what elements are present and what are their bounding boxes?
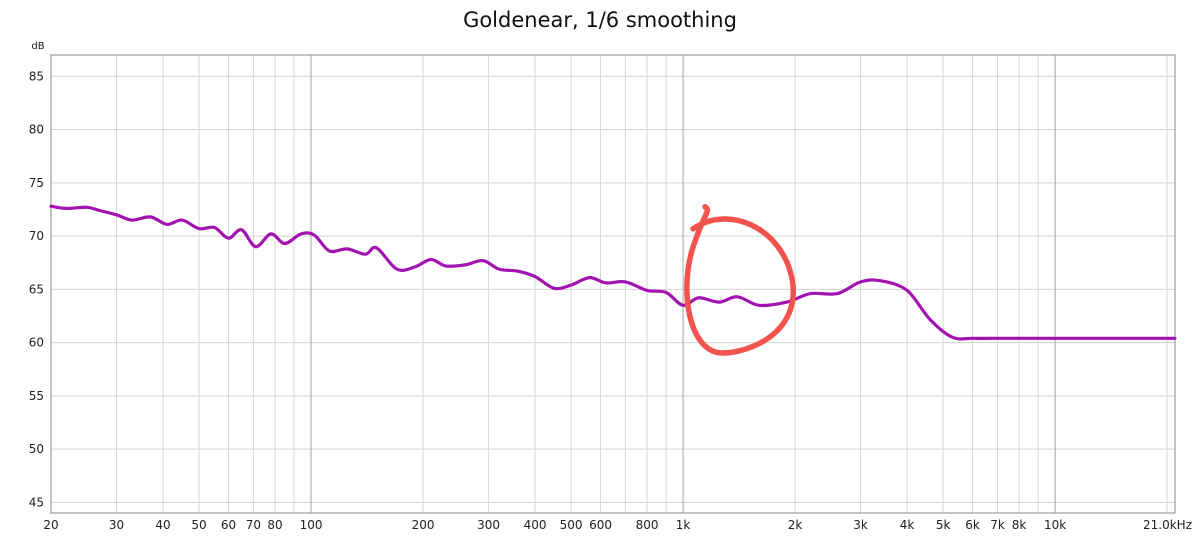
x-tick-label: 1k [676, 518, 691, 532]
hand-drawn-circle-annotation [684, 204, 796, 356]
x-tick-label: 4k [900, 518, 915, 532]
x-tick-label: 50 [191, 518, 206, 532]
x-tick-label: 40 [155, 518, 170, 532]
x-tick-label: 80 [267, 518, 282, 532]
x-tick-label: 800 [636, 518, 659, 532]
y-tick-label: 65 [29, 282, 44, 296]
chart-title: Goldenear, 1/6 smoothing [463, 8, 737, 32]
x-tick-label: 60 [221, 518, 236, 532]
x-tick-label: 8k [1012, 518, 1027, 532]
y-tick-label: 75 [29, 176, 44, 190]
y-tick-label: 85 [29, 69, 44, 83]
x-tick-label: 400 [524, 518, 547, 532]
x-tick-label: 300 [477, 518, 500, 532]
x-tick-label: 500 [560, 518, 583, 532]
y-tick-label: 55 [29, 389, 44, 403]
y-axis-tick-labels: 45 50 55 60 65 70 75 80 85 [29, 69, 44, 509]
x-tick-label: 10k [1044, 518, 1066, 532]
plot-frame [50, 54, 1176, 514]
x-tick-label: 20 [43, 518, 58, 532]
y-axis-unit-label: dB [31, 41, 44, 52]
y-tick-label: 50 [29, 442, 44, 456]
x-axis-tick-labels: 20 30 40 50 60 70 80 100 200 300 400 500 600 800 1k 2k 3… [43, 518, 1192, 532]
x-tick-label: 21.0kHz [1143, 518, 1192, 532]
series-layer [49, 204, 1177, 341]
frequency-response-line [49, 204, 1177, 341]
x-tick-label: 7k [990, 518, 1005, 532]
x-tick-label: 2k [788, 518, 803, 532]
y-tick-label: 70 [29, 229, 44, 243]
x-tick-label: 6k [965, 518, 980, 532]
x-tick-label: 200 [412, 518, 435, 532]
x-tick-label: 600 [589, 518, 612, 532]
x-tick-label: 3k [853, 518, 868, 532]
y-tick-label: 60 [29, 336, 44, 350]
x-tick-label: 30 [109, 518, 124, 532]
x-tick-label: 100 [300, 518, 323, 532]
annotation-layer [684, 204, 796, 356]
y-tick-label: 45 [29, 495, 44, 509]
y-tick-label: 80 [29, 123, 44, 137]
x-tick-label: 70 [246, 518, 261, 532]
x-tick-label: 5k [936, 518, 951, 532]
